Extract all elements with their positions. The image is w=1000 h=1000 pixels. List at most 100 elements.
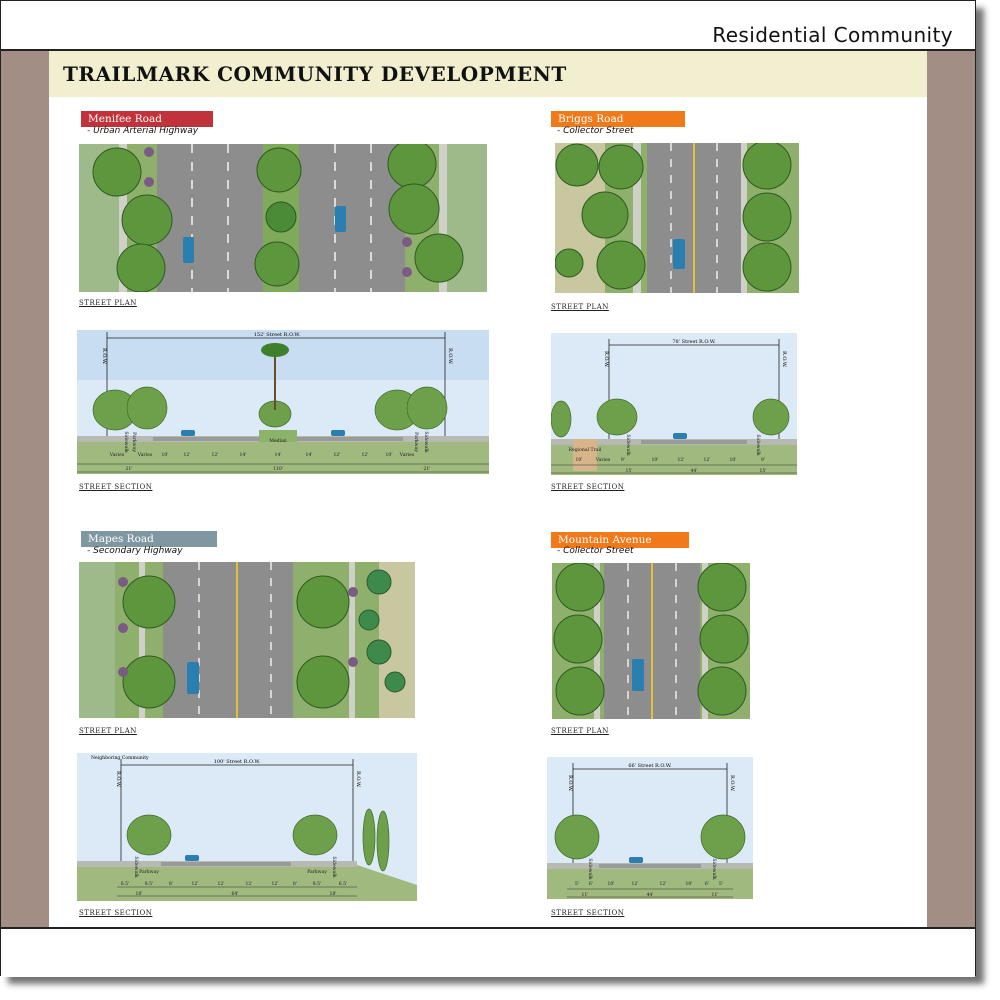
total-dim: 44' <box>646 892 653 898</box>
lane-dim: 12' <box>361 452 368 458</box>
road-name-tag: Briggs Road <box>551 111 685 127</box>
road-type: - Collector Street <box>557 126 634 136</box>
zone-label: Sidewalk <box>331 856 337 877</box>
zone-label: Parkway <box>413 432 419 452</box>
lane-dim: 9' <box>761 457 765 463</box>
zone-label: Varies <box>109 452 125 458</box>
total-dim: 18' <box>329 891 336 897</box>
lane-dim: 8.5' <box>313 881 322 887</box>
row-marker-right: R.O.W. <box>447 348 453 365</box>
total-dim: 44' <box>690 468 697 474</box>
zone-label: Varies <box>595 457 611 463</box>
zone-label: Sidewalk <box>423 431 429 452</box>
zone-label: Sidewalk <box>625 434 631 455</box>
lane-dim: 10' <box>161 452 168 458</box>
document-sheet: TRAILMARK COMMUNITY DEVELOPMENT Menifee … <box>49 51 927 927</box>
street-section-image: 152' Street R.O.W. R.O.W. R.O.W. <box>77 330 489 474</box>
lane-dim: 5' <box>575 881 579 887</box>
lane-dim: 9' <box>621 457 625 463</box>
lane-dim: 5' <box>719 881 723 887</box>
total-dim: 110' <box>273 466 283 472</box>
lane-dim: 8.5' <box>145 881 154 887</box>
lane-dim: 10' <box>607 881 614 887</box>
row-width-label: 78' Street R.O.W. <box>672 339 716 345</box>
row-marker-right: R.O.W. <box>355 771 361 788</box>
title-bar: TRAILMARK COMMUNITY DEVELOPMENT <box>49 51 927 97</box>
lane-dim: 12' <box>217 881 224 887</box>
row-width-label: 100' Street R.O.W. <box>214 759 261 765</box>
street-plan-image <box>555 143 799 293</box>
street-plan-caption: STREET PLAN <box>79 299 137 307</box>
zone-label: Varies <box>137 452 153 458</box>
road-type: - Secondary Highway <box>87 546 183 556</box>
lane-dim: 12' <box>191 881 198 887</box>
street-section-image: Neighboring Community 100' Street R.O.W.… <box>77 753 417 901</box>
zone-label: Sidewalk <box>711 858 717 879</box>
zone-label: Sidewalk <box>133 856 139 877</box>
row-marker-right: R.O.W. <box>729 775 735 792</box>
lane-dim: 14' <box>239 452 246 458</box>
lane-dim: 10' <box>575 457 582 463</box>
mountain-avenue-panel: Mountain Avenue - Collector Street STREE… <box>547 529 811 921</box>
lane-dim: 12' <box>677 457 684 463</box>
header-bar: Residential Community <box>1 1 975 51</box>
total-dim: 15' <box>759 468 766 474</box>
lane-dim: 12' <box>631 881 638 887</box>
street-section-image: 78' Street R.O.W. R.O.W. R.O.W. Regional… <box>551 333 797 475</box>
total-dim: 11' <box>581 892 588 898</box>
street-section-caption: STREET SECTION <box>79 483 153 491</box>
lane-dim: 10' <box>385 452 392 458</box>
lane-dim: 12' <box>183 452 190 458</box>
row-marker-left: R.O.W. <box>603 351 609 368</box>
total-dim: 11' <box>711 892 718 898</box>
total-dim: 15' <box>625 468 632 474</box>
zone-label: Regional Trail <box>569 447 602 453</box>
street-section-caption: STREET SECTION <box>551 483 625 491</box>
street-section-image: 66' Street R.O.W. R.O.W. R.O.W. Sidewalk… <box>547 757 753 899</box>
street-plan-image <box>79 144 487 292</box>
zone-label: Parkway <box>131 432 137 452</box>
road-type: - Collector Street <box>557 546 634 556</box>
total-dim: 64' <box>231 891 238 897</box>
zone-label: Median <box>269 438 287 444</box>
footer-bar <box>1 927 975 977</box>
lane-dim: 12' <box>211 452 218 458</box>
street-plan-caption: STREET PLAN <box>551 303 609 311</box>
total-dim: 21' <box>423 466 430 472</box>
lane-dim: 12' <box>271 881 278 887</box>
lane-dim: 6' <box>705 881 709 887</box>
menifee-road-panel: Menifee Road - Urban Arterial Highway <box>77 109 497 499</box>
road-type: - Urban Arterial Highway <box>87 126 199 136</box>
lane-dim: 6.5' <box>121 881 130 887</box>
page-frame: Residential Community TRAILMARK COMMUNIT… <box>0 0 976 977</box>
mapes-road-panel: Mapes Road - Secondary Highway <box>77 529 437 921</box>
street-section-caption: STREET SECTION <box>551 909 625 917</box>
lane-dim: 12' <box>245 881 252 887</box>
street-plan-image <box>79 562 415 718</box>
lane-dim: 10' <box>729 457 736 463</box>
lane-dim: 6' <box>589 881 593 887</box>
row-width-label: 152' Street R.O.W. <box>254 332 301 338</box>
lane-dim: 10' <box>651 457 658 463</box>
zone-label: Sidewalk <box>587 858 593 879</box>
street-plan-caption: STREET PLAN <box>79 727 137 735</box>
row-marker-left: R.O.W. <box>567 775 573 792</box>
zone-label: Sidewalk <box>755 434 761 455</box>
total-dim: 21' <box>125 466 132 472</box>
lane-dim: 8' <box>169 881 173 887</box>
road-name-tag: Menifee Road <box>81 111 213 127</box>
total-dim: 18' <box>135 891 142 897</box>
road-name-tag: Mapes Road <box>81 531 217 547</box>
lane-dim: 14' <box>305 452 312 458</box>
neighboring-community-label: Neighboring Community <box>91 755 149 761</box>
lane-dim: 14' <box>274 452 281 458</box>
lane-dim: 8' <box>293 881 297 887</box>
lane-dim: 12' <box>703 457 710 463</box>
lane-dim: 12' <box>659 881 666 887</box>
row-width-label: 66' Street R.O.W. <box>628 763 672 769</box>
page-title: TRAILMARK COMMUNITY DEVELOPMENT <box>63 62 567 86</box>
zone-label: Parkway <box>307 869 327 875</box>
street-plan-image <box>552 563 750 719</box>
street-section-caption: STREET SECTION <box>79 909 153 917</box>
row-marker-left: R.O.W. <box>115 771 121 788</box>
